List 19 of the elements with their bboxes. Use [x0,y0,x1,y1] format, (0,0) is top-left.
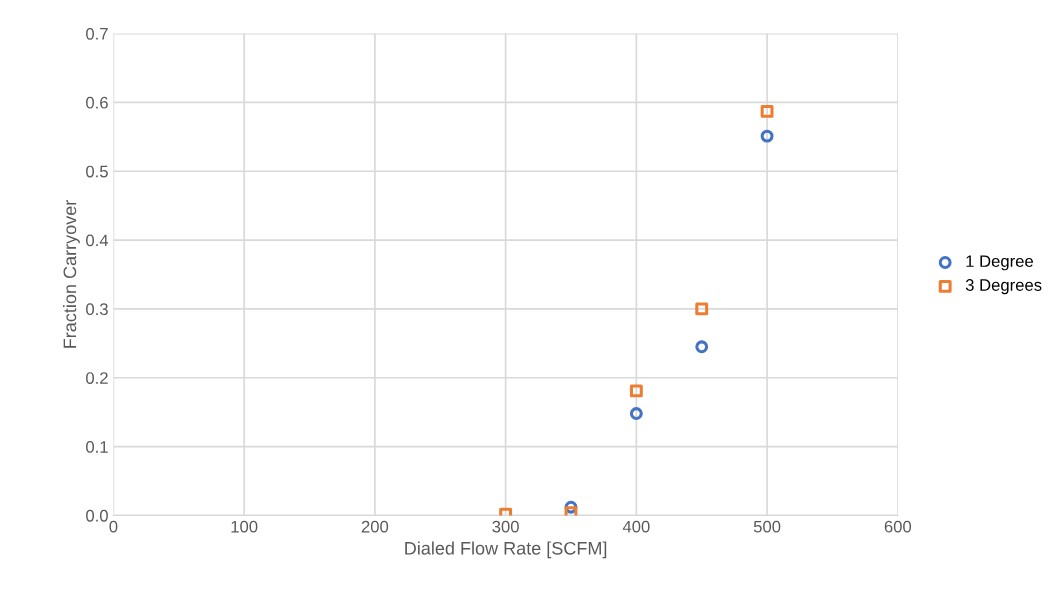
y-tick-label: 0.4 [86,234,109,247]
y-tick-label: 0.3 [86,303,108,316]
y-tick-label: 0.1 [86,441,108,453]
x-tick-label: 200 [361,520,389,533]
x-axis-title: Dialed Flow Rate [SCFM] [405,541,607,559]
y-tick-label: 0.6 [86,96,108,109]
y-axis-title: Fraction Carryover [63,200,80,348]
y-tick-label: 0.5 [86,165,108,178]
y-tick-label: 0.2 [86,372,108,384]
x-tick-label: 400 [622,520,650,533]
x-tick-label: 600 [884,520,912,533]
x-tick-label: 300 [492,520,519,533]
x-tick-label: 0 [109,520,118,533]
x-tick-label: 500 [753,520,781,533]
x-tick-label: 100 [231,520,258,533]
legend-label: 3 Degrees [965,279,1042,295]
y-tick-label: 0.7 [86,27,108,40]
y-tick-label: 0.0 [86,509,108,522]
legend-label: 1 Degree [966,255,1033,271]
